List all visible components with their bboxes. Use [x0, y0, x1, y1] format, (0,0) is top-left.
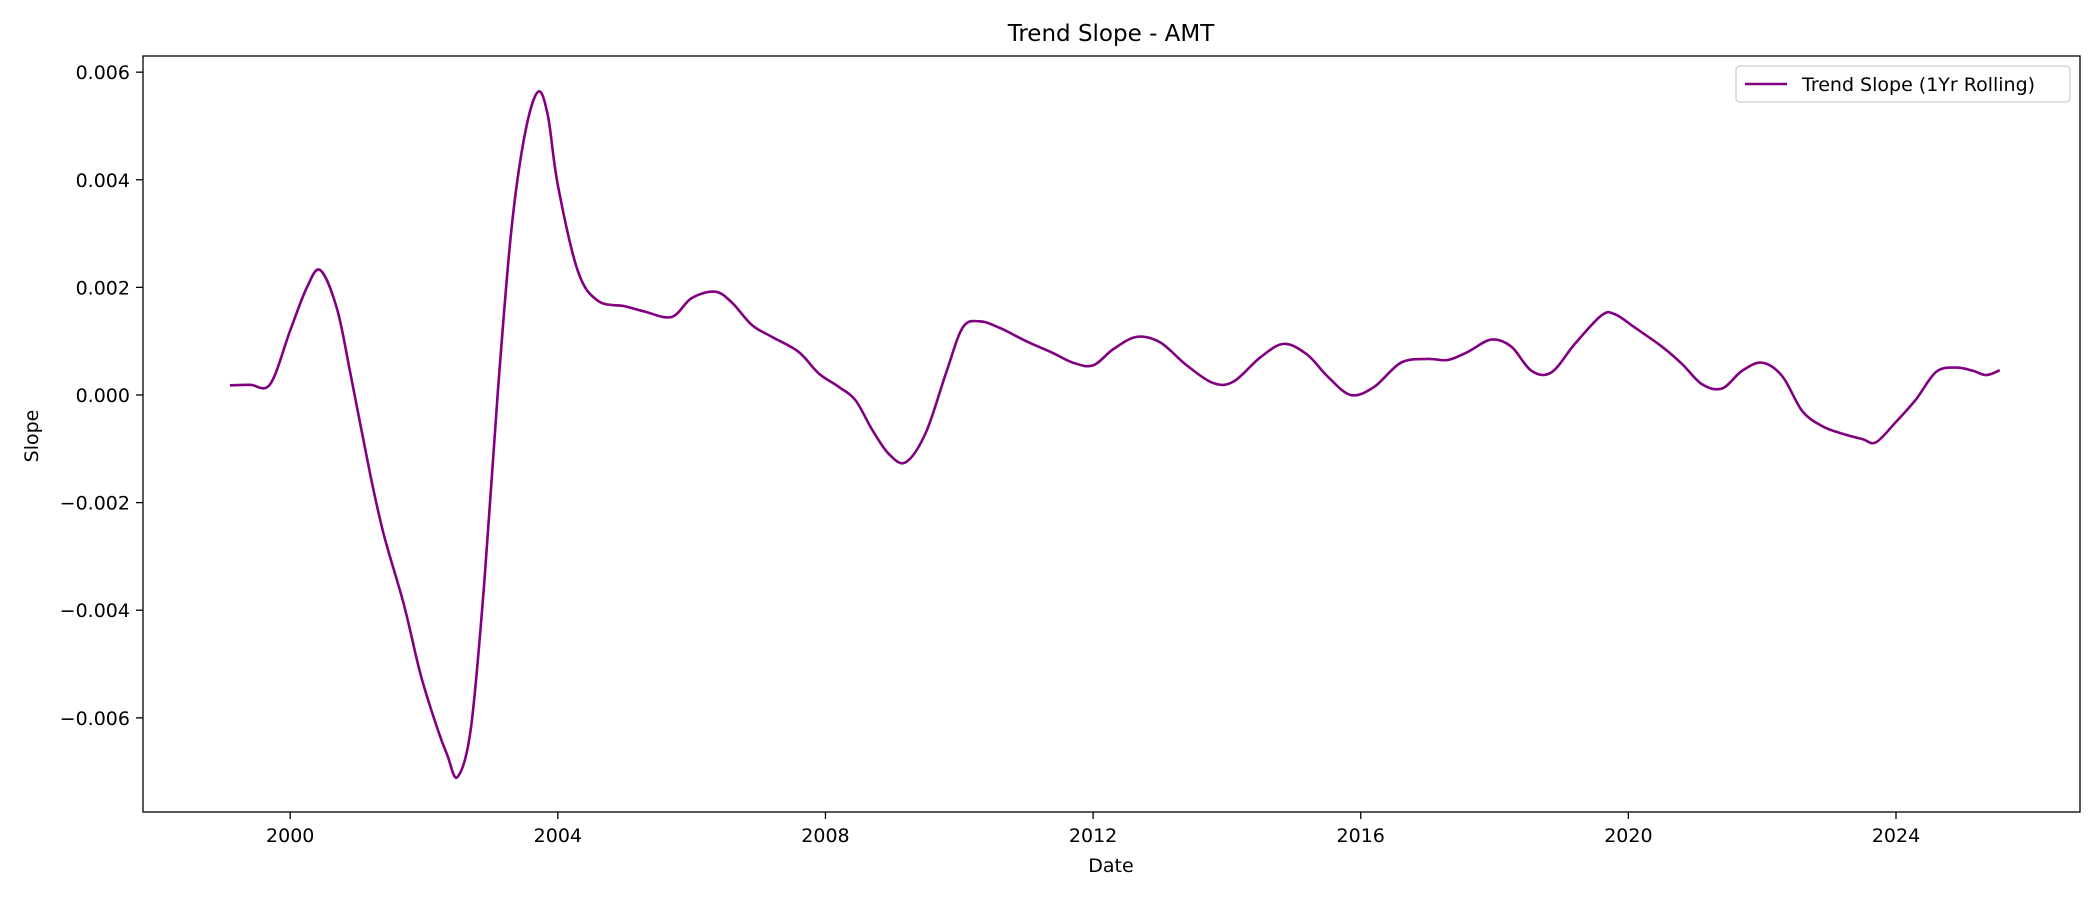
legend: Trend Slope (1Yr Rolling): [1735, 65, 2071, 103]
legend-label: Trend Slope (1Yr Rolling): [1801, 74, 2035, 96]
plot-frame: [142, 55, 2081, 813]
x-tick-label: 2024: [1872, 825, 1920, 847]
x-tick-label: 2008: [801, 825, 849, 847]
x-tick-label: 2016: [1337, 825, 1385, 847]
x-tick-label: 2012: [1069, 825, 1117, 847]
y-tick-label: −0.006: [60, 708, 130, 730]
y-tick-label: 0.004: [76, 170, 130, 192]
x-tick-label: 2000: [266, 825, 314, 847]
series-layer: [229, 90, 2001, 780]
y-axis-ticks: 0.006 0.004 0.002 0.000 −0.002 −0.004 −0.006: [60, 62, 143, 730]
series-line-trend-slope: [229, 90, 2001, 780]
legend-box: [1735, 65, 2071, 103]
x-axis-label: Date: [1088, 855, 1133, 877]
x-axis-ticks: 2000 2004 2008 2012 2016 2020 2024: [266, 812, 1920, 847]
y-tick-label: 0.006: [76, 62, 130, 84]
x-tick-label: 2020: [1604, 825, 1652, 847]
chart-title: Trend Slope - AMT: [1007, 21, 1216, 47]
x-tick-label: 2004: [534, 825, 582, 847]
y-tick-label: 0.000: [76, 385, 130, 407]
plot-area: [142, 55, 2081, 813]
y-axis-label: Slope: [21, 410, 43, 463]
y-tick-label: −0.002: [60, 493, 130, 515]
y-tick-label: 0.002: [76, 277, 130, 299]
y-tick-label: −0.004: [60, 600, 130, 622]
